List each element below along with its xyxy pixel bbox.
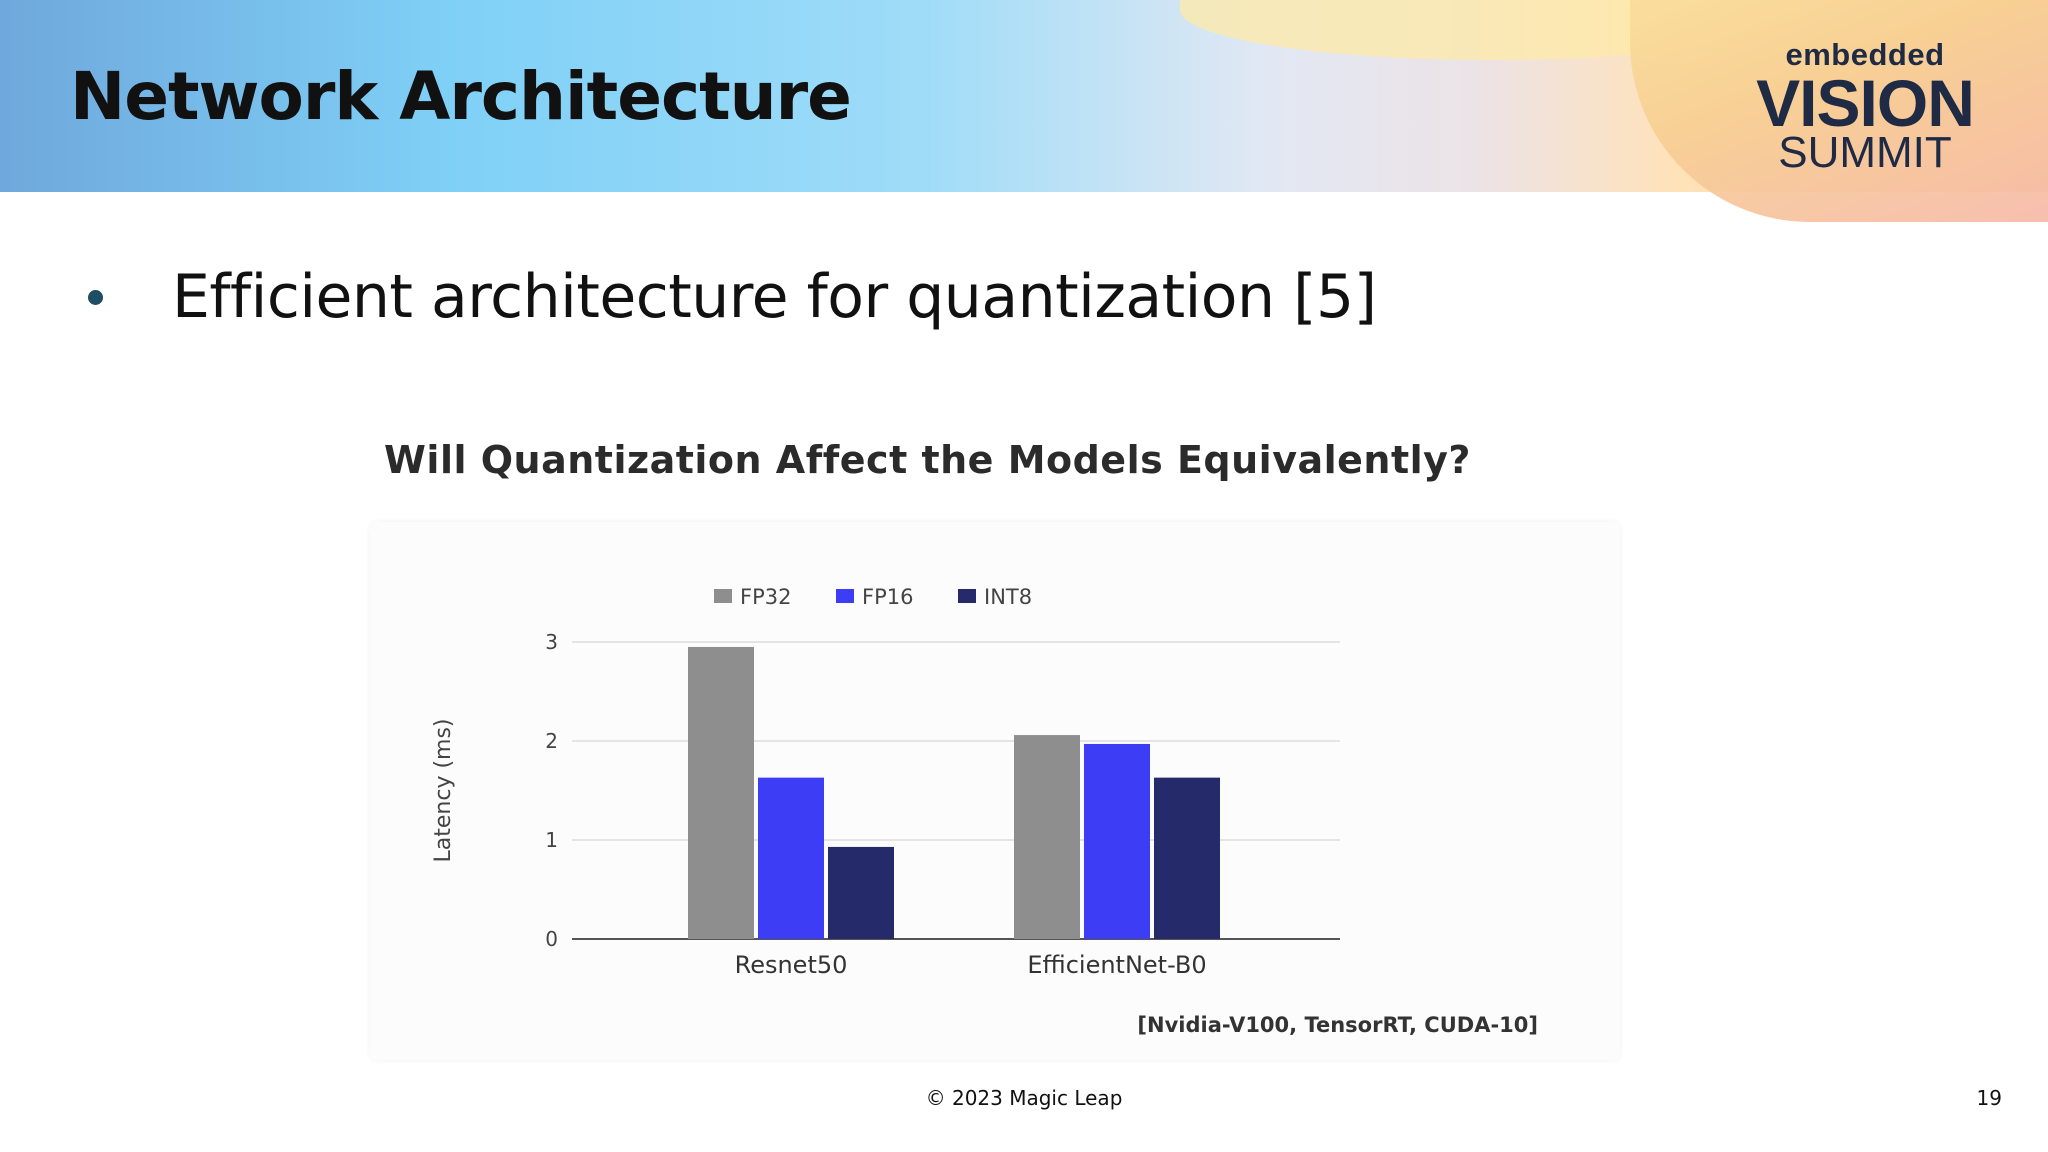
footer-copyright: © 2023 Magic Leap: [925, 1086, 1123, 1110]
y-tick-label: 0: [545, 927, 558, 951]
chart-card: 0 1 2 3 Latency (ms) Resnet50 EfficientNet-B0 F…: [370, 522, 1620, 1060]
legend-swatch-fp16: [836, 589, 854, 603]
x-category-label: Resnet50: [735, 951, 848, 979]
chart-annotation: [Nvidia-V100, TensorRT, CUDA-10]: [1137, 1013, 1538, 1037]
logo-text-embedded: embedded: [1785, 37, 1945, 72]
logo-text-vision: VISION: [1756, 66, 1975, 140]
bar-int8-resnet50: [828, 846, 894, 939]
page-number: 19: [1976, 1086, 2002, 1110]
logo-text-summit: SUMMIT: [1778, 128, 1952, 177]
bullet-dot-icon: [88, 290, 103, 305]
chart-title: Will Quantization Affect the Models Equi…: [384, 438, 1471, 482]
slide-title: Network Architecture: [70, 58, 852, 135]
legend-label-int8: INT8: [984, 585, 1032, 609]
bar-chart: 0 1 2 3 Latency (ms) Resnet50 EfficientNet-B0 F…: [431, 585, 1538, 1037]
legend-label-fp16: FP16: [862, 585, 913, 609]
bullet-text: Efficient architecture for quantization …: [172, 262, 1377, 332]
y-tick-label: 3: [545, 630, 558, 654]
legend-swatch-fp32: [714, 589, 732, 603]
x-category-label: EfficientNet-B0: [1027, 951, 1206, 979]
bar-fp16-resnet50: [758, 777, 824, 939]
legend-swatch-int8: [958, 589, 976, 603]
bar-fp16-efficientnet-b0: [1084, 743, 1150, 939]
legend-label-fp32: FP32: [740, 585, 791, 609]
y-tick-label: 2: [545, 729, 558, 753]
bar-fp32-resnet50: [688, 646, 754, 939]
y-axis-label: Latency (ms): [431, 718, 456, 862]
bar-fp32-efficientnet-b0: [1014, 735, 1080, 939]
bar-int8-efficientnet-b0: [1154, 777, 1220, 939]
event-logo: embedded VISION SUMMIT: [1750, 36, 1980, 176]
y-tick-label: 1: [545, 828, 558, 852]
